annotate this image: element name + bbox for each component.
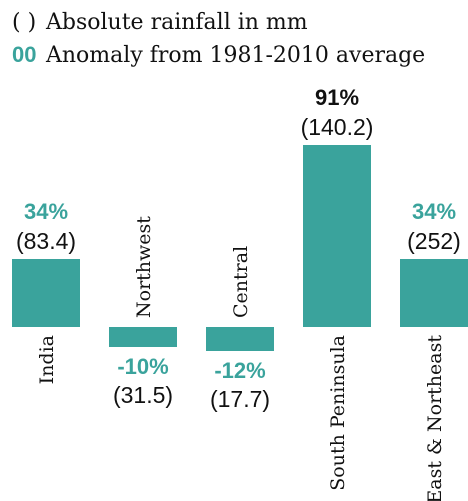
bar [12,259,80,327]
category-label: India [36,335,58,384]
value-label: -12% [214,358,265,383]
rainfall-label: (140.2) [301,114,374,140]
value-label: 91% [315,85,359,110]
bar [109,327,177,347]
category-label: Central [230,246,252,318]
bar [303,145,371,327]
rainfall-label: (17.7) [210,386,270,412]
category-label: Northwest [133,216,155,318]
rainfall-label: (252) [407,228,461,254]
category-label: East & Northeast [424,335,446,501]
bar [206,327,274,351]
rainfall-label: (83.4) [16,228,76,254]
value-label: 34% [24,199,68,224]
legend-text: Anomaly from 1981-2010 average [45,43,425,68]
legend-symbol: 00 [12,42,36,67]
bar [400,259,468,327]
value-label: 34% [412,199,456,224]
rainfall-label: (31.5) [113,382,173,408]
legend-text: Absolute rainfall in mm [45,10,308,35]
legend-symbol: ( ) [12,10,36,35]
value-label: -10% [117,354,168,379]
category-label: South Peninsula [327,335,349,491]
